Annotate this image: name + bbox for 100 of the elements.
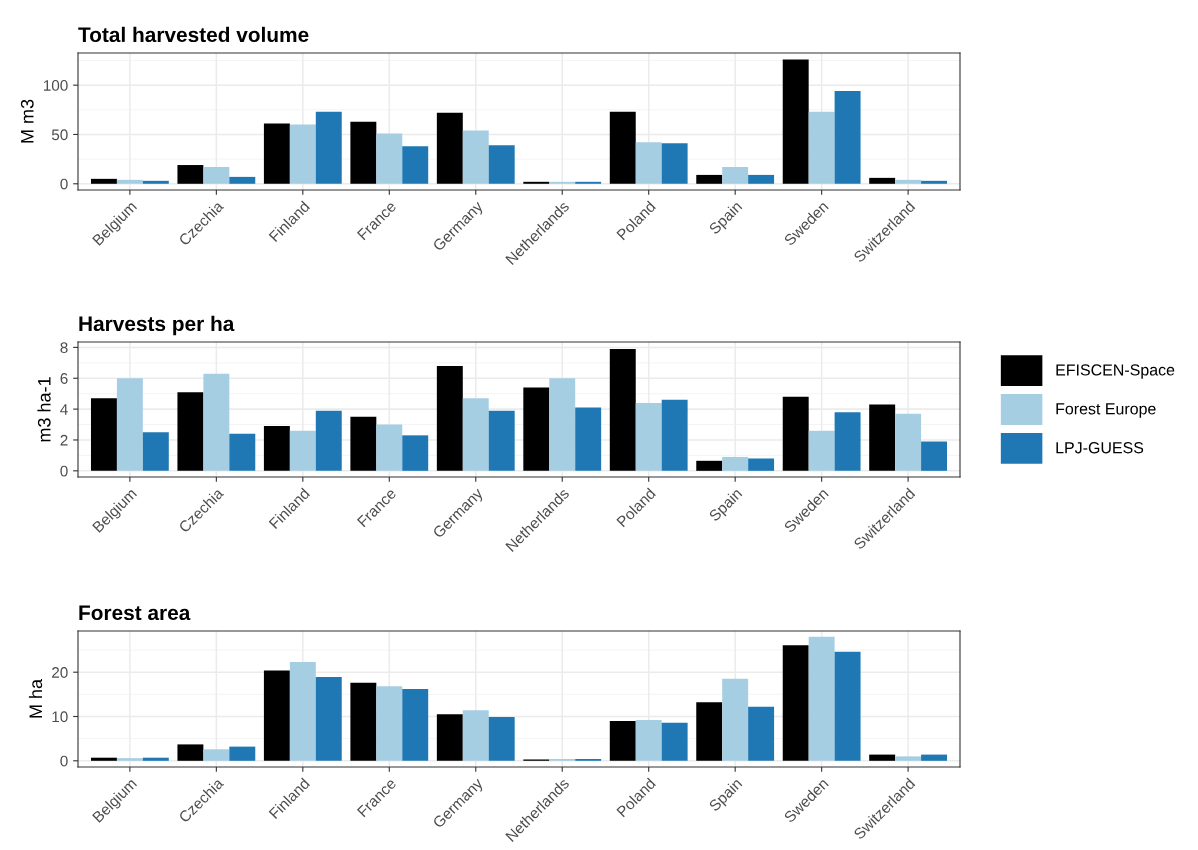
bar	[834, 651, 861, 761]
bar	[661, 143, 688, 184]
y-tick-label: 6	[60, 373, 68, 384]
bar	[609, 111, 636, 184]
bar	[609, 348, 636, 471]
bar	[575, 407, 602, 471]
bar	[90, 757, 117, 761]
y-tick-label: 100	[43, 80, 68, 91]
bar	[289, 124, 316, 184]
bar	[177, 744, 204, 761]
bar	[782, 645, 809, 761]
bar	[350, 121, 377, 184]
y-tick-label: 20	[52, 667, 68, 678]
legend-label: LPJ-GUESS	[1056, 442, 1144, 454]
y-tick-label: 0	[60, 465, 68, 477]
bar	[203, 749, 230, 761]
bar	[808, 111, 835, 184]
bar	[462, 710, 489, 761]
bar	[748, 174, 775, 184]
bar	[229, 746, 256, 761]
y-axis-title: m3 ha-1	[37, 377, 51, 442]
bar	[289, 430, 316, 471]
chart-title: Harvests per ha	[79, 315, 235, 336]
y-tick-label: 0	[60, 178, 68, 190]
chart-title: Total harvested volume	[78, 26, 309, 43]
bar	[289, 662, 316, 761]
bar	[376, 133, 403, 184]
bar	[315, 111, 342, 184]
bar	[376, 424, 403, 471]
bar	[921, 754, 948, 761]
bar	[203, 373, 230, 471]
bar	[869, 177, 896, 184]
bar	[488, 716, 515, 761]
bar	[203, 167, 230, 184]
bar	[635, 142, 662, 184]
y-tick-label: 10	[52, 711, 68, 723]
bar	[116, 758, 143, 761]
bar	[748, 458, 775, 471]
bar	[462, 130, 489, 184]
bar	[177, 165, 204, 184]
bar	[808, 636, 835, 761]
bar	[229, 433, 256, 471]
y-tick-label: 0	[60, 755, 68, 767]
bar	[488, 145, 515, 184]
y-tick-label: 4	[60, 404, 68, 415]
bar	[722, 167, 749, 184]
bar	[350, 682, 377, 761]
y-tick-label: 8	[60, 342, 68, 354]
bar	[834, 91, 861, 184]
bar	[921, 180, 948, 184]
bar	[782, 59, 809, 184]
bar	[142, 757, 169, 761]
bar	[722, 456, 749, 471]
bar	[488, 410, 515, 471]
bar	[549, 378, 576, 471]
bar	[895, 413, 922, 471]
bar	[116, 179, 143, 184]
bar	[263, 123, 290, 184]
bar	[263, 426, 290, 471]
bar	[869, 404, 896, 471]
bar	[661, 722, 688, 761]
bar	[142, 432, 169, 471]
y-axis-title: M m3	[20, 99, 34, 143]
bar	[402, 146, 429, 184]
bar	[402, 689, 429, 761]
y-tick-label: 2	[60, 434, 68, 446]
legend-label: EFISCEN-Space	[1056, 364, 1175, 379]
legend-label: Forest Europe	[1056, 403, 1156, 418]
bar	[462, 398, 489, 471]
bar	[350, 416, 377, 471]
bar	[869, 754, 896, 761]
bar	[635, 720, 662, 761]
y-tick-label: 50	[51, 129, 68, 141]
bar	[696, 460, 723, 471]
y-axis-title: M ha	[28, 678, 43, 718]
bar	[834, 412, 861, 471]
bar	[722, 678, 749, 761]
bar	[177, 392, 204, 471]
bar	[635, 402, 662, 471]
bar	[609, 720, 636, 761]
bar	[315, 410, 342, 471]
bar	[808, 430, 835, 471]
bar	[315, 677, 342, 761]
bar	[142, 180, 169, 184]
bar	[402, 435, 429, 471]
bar	[376, 686, 403, 761]
bar	[782, 396, 809, 471]
bar	[229, 176, 256, 184]
bar	[696, 174, 723, 184]
chart-title: Forest area	[79, 605, 191, 621]
bar	[263, 670, 290, 761]
bar	[116, 378, 143, 471]
bar	[436, 365, 463, 471]
bar	[90, 398, 117, 471]
bar	[661, 399, 688, 471]
bar	[748, 706, 775, 761]
bar	[895, 756, 922, 761]
bar	[523, 387, 550, 471]
bar	[696, 702, 723, 761]
bar	[921, 441, 948, 471]
